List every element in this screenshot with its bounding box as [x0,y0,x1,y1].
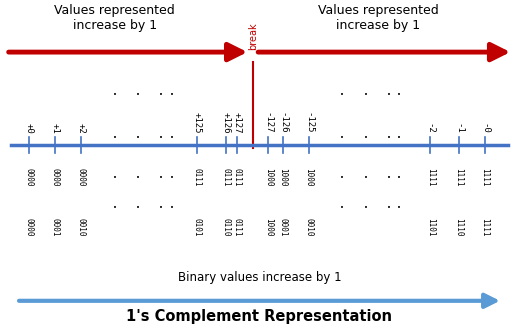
Text: 0111: 0111 [222,168,230,187]
Text: 1's Complement Representation: 1's Complement Representation [127,309,392,324]
Text: •: • [159,92,163,98]
Text: Binary values increase by 1: Binary values increase by 1 [177,271,342,284]
Text: •: • [340,135,344,141]
Text: •: • [397,92,401,98]
Text: -126: -126 [278,112,288,133]
Text: +0: +0 [25,123,34,133]
Text: +125: +125 [193,112,202,133]
Text: Values represented
increase by 1: Values represented increase by 1 [54,4,175,32]
Text: •: • [397,175,401,181]
Text: •: • [397,205,401,211]
Text: break: break [248,23,258,50]
Text: •: • [159,205,163,211]
Text: •: • [397,135,401,141]
Text: -125: -125 [304,112,313,133]
Text: -2: -2 [426,123,435,133]
Text: 1000: 1000 [264,168,273,187]
Text: •: • [113,175,117,181]
Text: 0010: 0010 [304,218,313,236]
Text: •: • [340,205,344,211]
Text: •: • [159,175,163,181]
Text: •: • [113,92,117,98]
Text: •: • [387,175,391,181]
Text: 0001: 0001 [50,218,60,236]
Text: 0110: 0110 [222,218,230,236]
Text: 1000: 1000 [264,218,273,236]
Text: •: • [364,135,367,141]
Text: 1101: 1101 [426,218,435,236]
Text: 1111: 1111 [480,218,489,236]
Text: •: • [136,205,140,211]
Text: 0000: 0000 [25,168,34,187]
Text: •: • [387,205,391,211]
Text: +2: +2 [76,123,86,133]
Text: •: • [364,205,367,211]
Text: -1: -1 [454,123,463,133]
Text: 0000: 0000 [76,168,86,187]
Text: •: • [159,135,163,141]
Text: •: • [364,92,367,98]
Text: +1: +1 [50,123,60,133]
Text: 0000: 0000 [25,218,34,236]
Text: 0111: 0111 [193,168,202,187]
Text: •: • [387,92,391,98]
Text: •: • [136,175,140,181]
Text: 0010: 0010 [76,218,86,236]
Text: -0: -0 [480,123,489,133]
Text: +127: +127 [233,112,242,133]
Text: •: • [136,92,140,98]
Text: 1110: 1110 [454,218,463,236]
Text: •: • [136,135,140,141]
Text: •: • [340,92,344,98]
Text: •: • [170,205,173,211]
Text: +126: +126 [222,112,230,133]
Text: •: • [113,135,117,141]
Text: •: • [113,205,117,211]
Text: 0111: 0111 [233,168,242,187]
Text: •: • [170,135,173,141]
Text: 0111: 0111 [233,218,242,236]
Text: •: • [387,135,391,141]
Text: 1000: 1000 [278,168,288,187]
Text: •: • [170,92,173,98]
Text: 1111: 1111 [454,168,463,187]
Text: •: • [340,175,344,181]
Text: 1111: 1111 [426,168,435,187]
Text: •: • [364,175,367,181]
Text: 0101: 0101 [193,218,202,236]
Text: 1111: 1111 [480,168,489,187]
Text: Values represented
increase by 1: Values represented increase by 1 [318,4,439,32]
Text: 1000: 1000 [304,168,313,187]
Text: 0000: 0000 [50,168,60,187]
Text: •: • [170,175,173,181]
Text: -127: -127 [264,112,273,133]
Text: 0001: 0001 [278,218,288,236]
